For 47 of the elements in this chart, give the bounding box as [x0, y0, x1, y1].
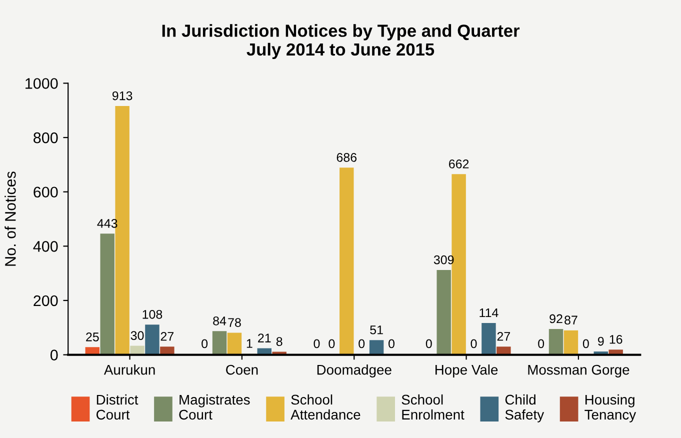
data-label: 662 — [449, 160, 469, 168]
legend-label: Magistrates Court — [179, 394, 250, 420]
y-tick-label: 200 — [34, 295, 58, 306]
data-label: 87 — [564, 316, 578, 325]
x-tick-label: Coen — [226, 364, 258, 375]
legend-label: Housing Tenancy — [584, 394, 636, 422]
y-axis-title: No. of Notices — [4, 172, 16, 266]
data-label: 0 — [470, 339, 477, 348]
data-label: 30 — [130, 331, 144, 340]
data-label: 27 — [497, 332, 510, 341]
x-tick-label: Aurukun — [104, 364, 155, 375]
data-label: 114 — [480, 308, 498, 318]
data-label: 0 — [582, 339, 589, 348]
data-label: 8 — [276, 337, 282, 346]
data-label: 92 — [550, 314, 562, 324]
y-tick-label: 800 — [34, 132, 58, 144]
data-label: 0 — [314, 339, 320, 348]
data-label: 51 — [370, 326, 383, 334]
y-tick-label: 600 — [34, 186, 58, 198]
legend-label: District Court — [96, 394, 138, 420]
data-label: 0 — [328, 339, 335, 348]
data-label: 0 — [426, 339, 432, 348]
data-label: 0 — [358, 339, 365, 348]
y-tick-label: 1000 — [26, 78, 58, 89]
data-label: 84 — [213, 316, 226, 326]
data-label: 913 — [112, 91, 132, 100]
data-label: 0 — [538, 339, 544, 348]
x-tick-label: Doomadgee — [317, 364, 392, 378]
data-label: 21 — [258, 334, 271, 342]
data-label: 9 — [598, 336, 604, 346]
legend-label: Child Safety — [505, 394, 544, 422]
data-label: 686 — [336, 153, 357, 162]
data-label: 25 — [86, 332, 99, 342]
data-label: 1 — [246, 339, 252, 348]
data-label: 108 — [142, 310, 162, 319]
data-label: 0 — [388, 339, 394, 348]
chart-title: In Jurisdiction Notices by Type and Quarter July 2014 to June 2015 — [162, 24, 520, 60]
y-tick-label: 0 — [50, 350, 58, 360]
legend-label: School Enrolment — [402, 394, 464, 420]
legend-label: School Attendance — [290, 394, 360, 420]
data-label: 0 — [202, 339, 208, 348]
data-label: 16 — [610, 334, 622, 344]
x-tick-label: Hope Vale — [436, 364, 498, 378]
data-label: 27 — [160, 332, 174, 341]
data-label: 78 — [228, 318, 241, 327]
x-tick-label: Mossman Gorge — [528, 364, 630, 378]
y-tick-label: 400 — [33, 241, 58, 252]
